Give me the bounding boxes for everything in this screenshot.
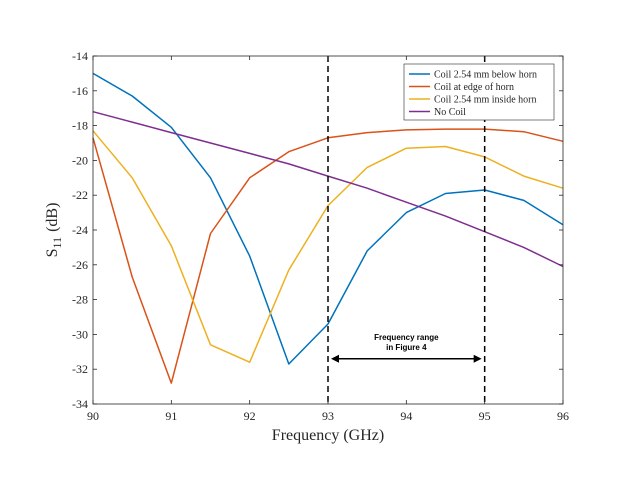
- legend-label-1: Coil 2.54 mm below horn: [434, 70, 537, 81]
- y-tick-label: -28: [72, 293, 88, 307]
- x-tick-label: 94: [400, 409, 412, 423]
- annotation-text-line2: in Figure 4: [386, 343, 427, 352]
- y-tick-label: -20: [72, 153, 88, 167]
- x-tick-label: 96: [557, 409, 569, 423]
- legend-label-2: Coil at edge of horn: [434, 82, 514, 93]
- y-tick-label: -14: [72, 49, 88, 63]
- y-tick-label: -24: [72, 223, 88, 237]
- annotation-text-line1: Frequency range: [374, 333, 439, 342]
- y-tick-label: -32: [72, 362, 88, 376]
- annotation-arrowhead-left: [331, 354, 339, 363]
- legend-label-4: No Coil: [434, 107, 466, 118]
- y-tick-label: -26: [72, 258, 88, 272]
- x-tick-label: 91: [165, 409, 177, 423]
- y-tick-label: -30: [72, 327, 88, 341]
- x-tick-label: 93: [322, 409, 334, 423]
- y-tick-label: -34: [72, 397, 88, 411]
- annotation-arrowhead-right: [473, 354, 482, 363]
- legend-label-3: Coil 2.54 mm inside horn: [434, 95, 537, 106]
- y-axis-label-main: S: [44, 248, 61, 257]
- y-axis-label: S11 (dB): [44, 203, 64, 258]
- y-tick-label: -16: [72, 84, 88, 98]
- y-axis-label-unit: (dB): [44, 203, 61, 232]
- y-axis-label-text: S11 (dB): [44, 203, 64, 258]
- x-tick-label: 92: [244, 409, 256, 423]
- x-tick-label: 95: [479, 409, 491, 423]
- x-tick-label: 90: [87, 409, 99, 423]
- x-axis-label: Frequency (GHz): [272, 427, 384, 444]
- y-tick-label: -18: [72, 119, 88, 133]
- axis-ticks: 90 91 92 93 94 95 96 -14 -16 -18 -20 -22 -24 -26 -28 -3…: [72, 49, 569, 423]
- y-tick-label: -22: [72, 188, 88, 202]
- y-axis-label-subscript: 11: [50, 237, 64, 249]
